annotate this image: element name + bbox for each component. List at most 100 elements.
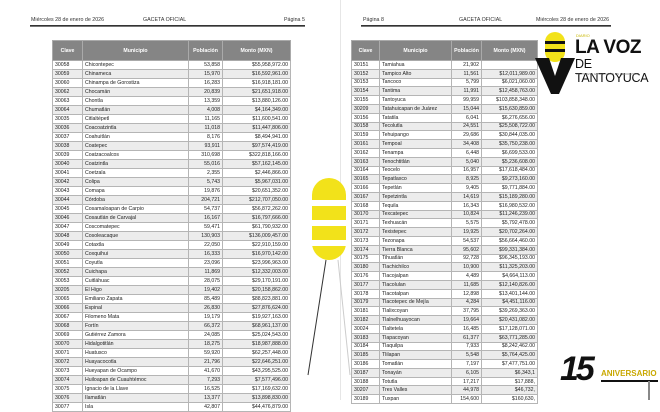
clave-cell: 30062: [52, 87, 83, 97]
poblacion-cell: 12,898: [451, 288, 482, 299]
clave-cell: 30066: [52, 303, 83, 313]
table-row: 30065 Emiliano Zapata 85,489 $88,823,881.00: [52, 294, 291, 304]
poblacion-cell: 59,471: [188, 222, 223, 232]
poblacion-cell: 14,619: [451, 191, 482, 202]
monto-cell: $20,651,352.00: [222, 186, 291, 196]
poblacion-cell: 16,167: [188, 213, 223, 223]
municipio-cell: Huayacocotla: [82, 357, 189, 367]
table-row: 30182 Tlalnelhuayocan 19,664 $20,431,082.00: [351, 315, 538, 325]
monto-cell: $12,458,763.00: [481, 86, 538, 97]
monto-cell: $13,898,830.00: [222, 393, 291, 403]
clave-cell: 30041: [52, 168, 83, 178]
municipio-cell: Gutiérrez Zamora: [82, 330, 189, 340]
poblacion-cell: 4,008: [188, 105, 223, 115]
monto-cell: $23,996,963.00: [222, 258, 291, 268]
table-row: 30174 Tierra Blanca 95,602 $99,331,384.00: [351, 244, 538, 255]
monto-cell: $43,295,525.00: [222, 366, 291, 376]
poblacion-cell: 66,372: [188, 321, 223, 331]
monto-cell: $27,876,624.00: [222, 303, 291, 313]
poblacion-cell: 13,359: [188, 96, 223, 106]
table-row: 30041 Coetzala 2,355 $2,446,866.00: [52, 168, 291, 178]
poblacion-cell: 16,333: [188, 249, 223, 259]
poblacion-cell: 20,839: [188, 87, 223, 97]
poblacion-cell: 15,044: [451, 103, 482, 114]
poblacion-cell: 6,041: [451, 112, 482, 123]
clave-cell: 30076: [52, 393, 83, 403]
monto-cell: $12,332,003.00: [222, 267, 291, 277]
table-row: 30067 Filomeno Mata 19,179 $19,927,163.00: [52, 312, 291, 322]
municipio-cell: Cuitláhuac: [82, 276, 189, 286]
table-row: 30158 Tecolutla 24,551 $25,508,722.00: [351, 121, 538, 132]
table-row: 30165 Tepatlaxco 8,925 $9,273,160.00: [351, 174, 538, 185]
poblacion-cell: 29,686: [451, 130, 482, 141]
poblacion-cell: 16,525: [188, 384, 223, 394]
table-row: 30170 Texcatepec 10,824 $11,246,239.00: [351, 209, 538, 220]
table-row: 30039 Coatzacoalcos 310,698 $322,818,166.00: [52, 150, 291, 160]
municipio-cell: Tempoal: [379, 139, 452, 149]
clave-cell: 30049: [52, 240, 83, 250]
monto-cell: $8,242,462.00: [481, 341, 538, 352]
clave-cell: 30158: [351, 121, 380, 132]
clave-cell: 30073: [52, 366, 83, 376]
table-row: 30076 Ilamatlán 13,377 $13,898,830.00: [52, 393, 291, 403]
clave-cell: 30152: [351, 68, 380, 79]
municipio-cell: Tuxpan: [379, 394, 452, 405]
poblacion-cell: 5,548: [451, 350, 482, 361]
poblacion-cell: 2,355: [188, 168, 223, 178]
table-row: 30072 Huayacocotla 21,796 $22,646,251.00: [52, 357, 291, 367]
table-row: 30046 Cosautlán de Carvajal 16,167 $16,797,…: [52, 213, 291, 223]
table-row: 30159 Tehuipango 29,686 $30,844,035.00: [351, 130, 538, 141]
clave-cell: 30064: [52, 105, 83, 115]
monto-cell: $7,577,496.00: [222, 375, 291, 385]
clave-cell: 30075: [52, 384, 83, 394]
municipio-cell: Chicontepec: [82, 60, 189, 70]
monto-cell: $11,600,541.00: [222, 114, 291, 124]
table-row: 30163 Tenochtitlán 5,040 $5,236,608.00: [351, 156, 538, 167]
municipio-cell: Coxquihui: [82, 249, 189, 259]
clave-cell: 30063: [52, 96, 83, 106]
municipio-cell: Tatahuicapan de Juárez: [379, 103, 452, 114]
municipio-cell: Tepetzintla: [379, 191, 452, 202]
municipio-cell: Tatatila: [379, 112, 452, 123]
clave-cell: 30035: [52, 114, 83, 124]
monto-cell: $22,910,159.00: [222, 240, 291, 250]
monto-cell: $18,987,888.00: [222, 339, 291, 349]
monto-cell: $13,401,144.00: [481, 288, 538, 299]
poblacion-cell: 11,561: [451, 68, 482, 79]
monto-cell: $9,273,160.00: [481, 174, 538, 185]
monto-cell: $15,189,280.00: [481, 191, 538, 202]
poblacion-cell: 5,799: [451, 77, 482, 88]
municipality-table: Clave Municipio Población Monto (MXN) 30…: [52, 40, 291, 412]
poblacion-cell: 5,040: [451, 156, 482, 167]
monto-cell: $39,269,363.00: [481, 306, 538, 317]
municipio-cell: Tlachichilco: [379, 262, 452, 273]
municipio-cell: Cosamaloapan de Carpio: [82, 204, 189, 214]
municipio-cell: Tlalixcoyan: [379, 306, 452, 317]
municipio-cell: Córdoba: [82, 195, 189, 205]
table-row: 30177 Tlacolulan 11,685 $12,140,826.00: [351, 279, 538, 290]
table-row: 30043 Comapa 19,876 $20,651,352.00: [52, 186, 291, 196]
table-row: 30058 Chicontepec 53,858 $55,958,972.00: [52, 60, 291, 70]
poblacion-cell: 28,075: [188, 276, 223, 286]
page-number: Página 5: [284, 17, 305, 23]
col-poblacion: Población: [188, 40, 223, 61]
table-row: 30161 Tempoal 34,408 $35,750,238.00: [351, 139, 538, 149]
table-row: 30036 Coacoatzintla 11,018 $11,447,806.00: [52, 123, 291, 133]
municipio-cell: Tantima: [379, 86, 452, 97]
municipio-cell: Isla: [82, 402, 189, 412]
monto-cell: $16,980,532.00: [481, 200, 538, 211]
gazette-page-5: Miércoles 28 de enero de 2026 GACETA OFI…: [0, 0, 335, 412]
monto-cell: $17,169,632.00: [222, 384, 291, 394]
monto-cell: $6,343,1: [481, 367, 538, 378]
table-row: 30180 Tlachichilco 10,900 $11,325,203.00: [351, 262, 538, 273]
municipio-cell: Citlaltépetl: [82, 114, 189, 124]
municipio-cell: Tlacotepec de Mejía: [379, 297, 452, 308]
table-row: 30074 Huiloapan de Cuauhtémoc 7,293 $7,577,…: [52, 375, 291, 385]
table-row: 30172 Texistepec 19,925 $20,702,264.00: [351, 227, 538, 237]
municipio-cell: Coatzintla: [82, 159, 189, 169]
poblacion-cell: 93,911: [188, 141, 223, 151]
municipio-cell: Tezonapa: [379, 235, 452, 246]
clave-cell: 30072: [52, 357, 83, 367]
municipio-cell: Tepatlaxco: [379, 174, 452, 185]
municipio-cell: Cosoleacaque: [82, 231, 189, 241]
